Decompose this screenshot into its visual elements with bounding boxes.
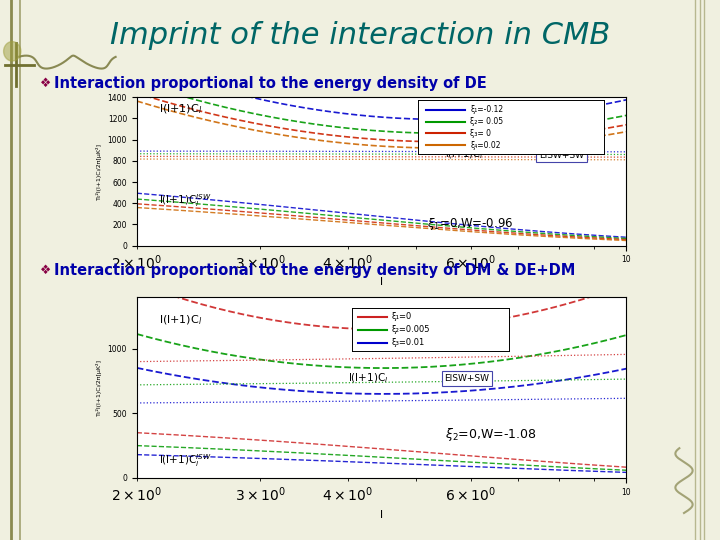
Text: Interaction proportional to the energy density of DM & DE+DM: Interaction proportional to the energy d… — [54, 262, 575, 278]
Polygon shape — [4, 42, 21, 61]
Text: Interaction proportional to the energy density of DE: Interaction proportional to the energy d… — [54, 76, 487, 91]
Text: Imprint of the interaction in CMB: Imprint of the interaction in CMB — [110, 21, 610, 50]
Text: l(l+1)C$_l$: l(l+1)C$_l$ — [159, 102, 202, 116]
Text: l(l+1)C$_l^{ISW}$: l(l+1)C$_l^{ISW}$ — [159, 452, 212, 469]
Y-axis label: T₀²l(l+1)Cₗ/2π[μK²]: T₀²l(l+1)Cₗ/2π[μK²] — [96, 359, 102, 416]
Text: l(l+1)C$_l$: l(l+1)C$_l$ — [444, 148, 482, 161]
X-axis label: l: l — [380, 510, 383, 519]
Text: ❖: ❖ — [40, 264, 51, 276]
Text: l(l+1)C$_l$: l(l+1)C$_l$ — [159, 313, 202, 327]
Text: l(l+1)C$_l$: l(l+1)C$_l$ — [348, 371, 388, 385]
X-axis label: l: l — [380, 278, 383, 287]
Text: l(l+1)C$_l^{ISW}$: l(l+1)C$_l^{ISW}$ — [159, 193, 212, 210]
Text: EISW+SW: EISW+SW — [444, 374, 490, 383]
Text: $\xi_1$=0,W=-0.96: $\xi_1$=0,W=-0.96 — [428, 215, 514, 232]
Y-axis label: T₀²l(l+1)Cₗ/2π[μK²]: T₀²l(l+1)Cₗ/2π[μK²] — [96, 143, 102, 200]
Text: $\xi_2$=0,W=-1.08: $\xi_2$=0,W=-1.08 — [444, 426, 536, 443]
Text: EISW+SW: EISW+SW — [539, 151, 584, 160]
Text: ❖: ❖ — [40, 77, 51, 90]
